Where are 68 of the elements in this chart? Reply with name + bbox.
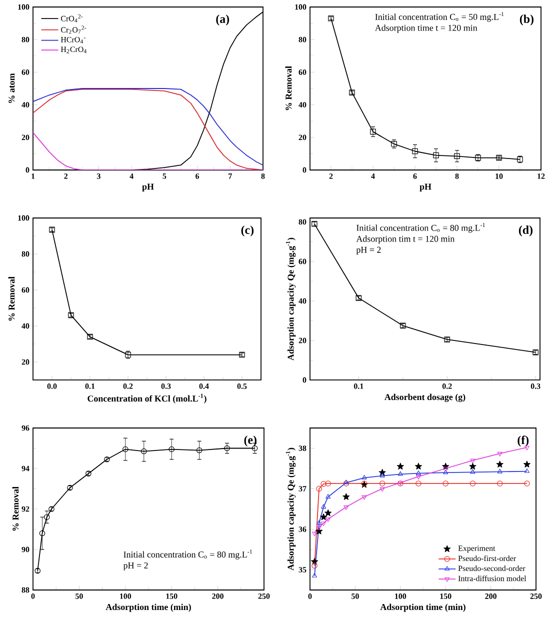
point (433, 152, 439, 158)
point (398, 471, 403, 476)
point (326, 518, 331, 522)
point (316, 528, 323, 534)
point (497, 452, 502, 456)
point (362, 474, 367, 480)
point (316, 520, 322, 525)
point (224, 445, 230, 452)
x-axis-title: pH (420, 184, 432, 192)
point (316, 486, 322, 492)
y-axis-title: % Removal (8, 276, 15, 321)
text: (b) (520, 14, 534, 26)
annotation: pH = 2 (123, 562, 148, 570)
point (380, 487, 385, 492)
annotation: Adsorption tim t = 120 min (356, 236, 455, 244)
x-axis-title: Adsorbent dosage (g) (384, 394, 466, 402)
point (396, 462, 404, 470)
point (443, 466, 448, 472)
point (470, 458, 476, 464)
y-axis-title: Adsorption capacity Qe (mg.g$^{-1}$) (286, 448, 296, 570)
y-axis-title: % Removal (12, 486, 19, 531)
point (326, 494, 331, 498)
x-axis-title: Adsorption time (min) (380, 604, 466, 612)
text: (e) (244, 436, 256, 446)
point (416, 480, 422, 486)
point (470, 480, 476, 486)
point (321, 504, 326, 509)
point (523, 460, 530, 468)
point (412, 148, 418, 154)
point (414, 462, 422, 470)
point (320, 513, 328, 520)
point (362, 495, 367, 500)
text: (c) (241, 226, 254, 236)
annotation: Initial concentration C$_{o}$ = 80 mg.L$^{-1}$ (124, 550, 252, 560)
x-axis-title: Adsorption time (min) (106, 604, 191, 612)
text: (d) (518, 226, 533, 236)
point (320, 480, 326, 487)
annotation: Initial concentration C$_{o}$ = 80 mg.L$^{-1}$ (356, 223, 485, 233)
point (496, 460, 504, 468)
annotation: Adsorption time t = 120 min (374, 24, 478, 33)
point (496, 480, 503, 486)
point (443, 470, 448, 474)
y-axis-title: % atom (8, 73, 15, 103)
point (469, 462, 476, 470)
x-axis-title: Concentration of KCl (mol.L$^{-1}$) (88, 394, 206, 404)
point (316, 526, 322, 530)
point (442, 480, 448, 486)
point (344, 505, 349, 510)
y-axis-title: Adsorption capacity Qe (mg.g$^{-1}$) (286, 238, 296, 360)
point (44, 514, 50, 520)
y-axis-title: % Removal (285, 66, 292, 110)
point (497, 468, 502, 474)
point (321, 522, 326, 526)
point (324, 509, 332, 516)
point (470, 469, 476, 474)
point (416, 475, 422, 480)
text: (f) (518, 436, 529, 447)
point (380, 472, 385, 478)
text: (a) (216, 14, 230, 26)
annotation: pH = 2 (356, 246, 381, 255)
x-axis-title: pH (142, 184, 154, 192)
annotation: Initial concentration C$_{o}$ = 50 mg.L$^{-1}$ (375, 12, 504, 22)
point (454, 153, 460, 160)
point (416, 470, 422, 475)
point (379, 480, 386, 486)
point (325, 480, 331, 486)
point (370, 128, 376, 135)
point (342, 493, 350, 500)
